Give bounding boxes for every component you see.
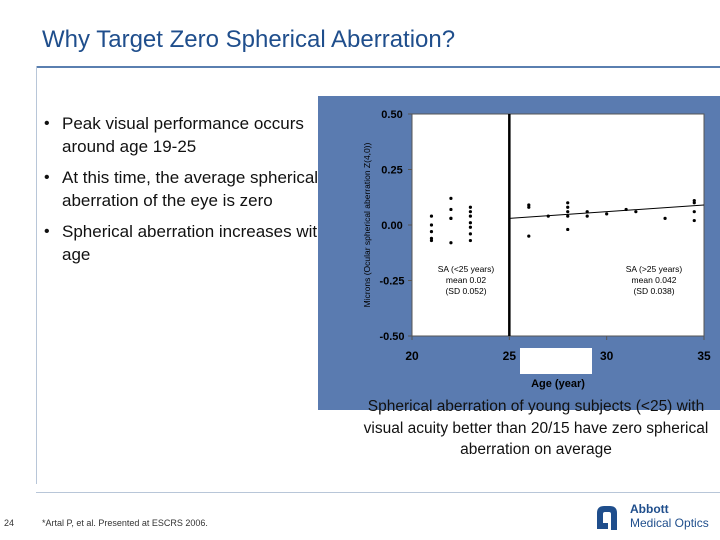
- data-point: [449, 216, 453, 220]
- data-point: [429, 230, 434, 234]
- data-point: [468, 221, 472, 225]
- data-point: [468, 232, 472, 236]
- title-divider: [36, 66, 720, 68]
- abbott-logo: Abbott Medical Optics: [592, 500, 716, 534]
- logo-text-abbott: Abbott: [630, 502, 669, 516]
- plot-area: [411, 113, 705, 337]
- x-tick-label: 25: [503, 349, 517, 363]
- data-point: [663, 216, 667, 220]
- data-point: [527, 205, 531, 209]
- data-point: [692, 198, 696, 203]
- chart-annotation-line: (SD 0.052): [445, 286, 486, 296]
- bullet-item: At this time, the average spherical aber…: [40, 166, 340, 212]
- data-point: [546, 214, 550, 218]
- x-axis-label: Age (year): [531, 378, 585, 390]
- data-point: [624, 207, 628, 212]
- data-point: [634, 210, 638, 214]
- data-point: [692, 210, 696, 214]
- x-tick-label: 30: [600, 349, 614, 363]
- footnote: *Artal P, et al. Presented at ESCRS 2006…: [42, 518, 208, 528]
- scatter-chart: Microns (Ocular spherical aberration Z(4…: [362, 109, 711, 390]
- page-number: 24: [4, 518, 15, 528]
- abbott-a-logo-icon: [597, 506, 617, 530]
- chart-frame: Microns (Ocular spherical aberration Z(4…: [318, 96, 720, 410]
- chart-annotation-line: SA (>25 years): [626, 264, 683, 274]
- data-point: [468, 238, 472, 243]
- data-point: [585, 210, 589, 214]
- data-point: [429, 238, 434, 243]
- bullet-item: Peak visual performance occurs around ag…: [40, 112, 340, 158]
- data-point: [566, 214, 570, 218]
- trend-line: [509, 204, 705, 219]
- data-point: [468, 225, 472, 229]
- data-point: [527, 203, 531, 207]
- data-point: [449, 207, 453, 212]
- data-point: [585, 214, 589, 218]
- chart-annotation-line: mean 0.02: [446, 275, 486, 285]
- y-tick-label: 0.50: [381, 109, 402, 121]
- data-point: [468, 210, 472, 214]
- y-axis-label: Microns (Ocular spherical aberration Z(4…: [362, 142, 372, 307]
- chart-annotation-line: mean 0.042: [632, 275, 677, 285]
- data-point: [449, 241, 453, 245]
- y-tick-label: -0.25: [379, 276, 404, 288]
- y-tick-label: 0.25: [381, 165, 402, 177]
- data-point: [566, 227, 570, 232]
- x-tick-label: 35: [697, 349, 711, 363]
- chart-annotation-line: SA (<25 years): [438, 264, 495, 274]
- data-point: [692, 218, 696, 223]
- footer-divider: [36, 492, 720, 493]
- data-point: [527, 234, 531, 238]
- data-point: [449, 196, 453, 200]
- y-tick-label: -0.50: [379, 331, 404, 343]
- logo-text-medical-optics: Medical Optics: [630, 516, 709, 530]
- x-tick-highlight: [520, 348, 592, 374]
- data-point: [468, 214, 472, 218]
- data-point: [429, 223, 434, 227]
- x-tick-label: 20: [405, 349, 419, 363]
- bullet-list: Peak visual performance occurs around ag…: [40, 112, 340, 274]
- data-point: [605, 212, 609, 216]
- slide-title: Why Target Zero Spherical Aberration?: [42, 26, 456, 53]
- left-margin-divider: [36, 66, 37, 484]
- chart-caption: Spherical aberration of young subjects (…: [363, 398, 709, 458]
- data-point: [692, 201, 696, 205]
- data-point: [566, 205, 570, 209]
- y-tick-label: 0.00: [381, 220, 402, 232]
- data-point: [429, 214, 434, 218]
- data-point: [566, 201, 570, 205]
- data-point: [429, 236, 434, 240]
- bullet-item: Spherical aberration increases with age: [40, 220, 340, 266]
- chart-annotation-line: (SD 0.038): [633, 286, 674, 296]
- data-point: [566, 210, 570, 214]
- data-point: [468, 205, 472, 209]
